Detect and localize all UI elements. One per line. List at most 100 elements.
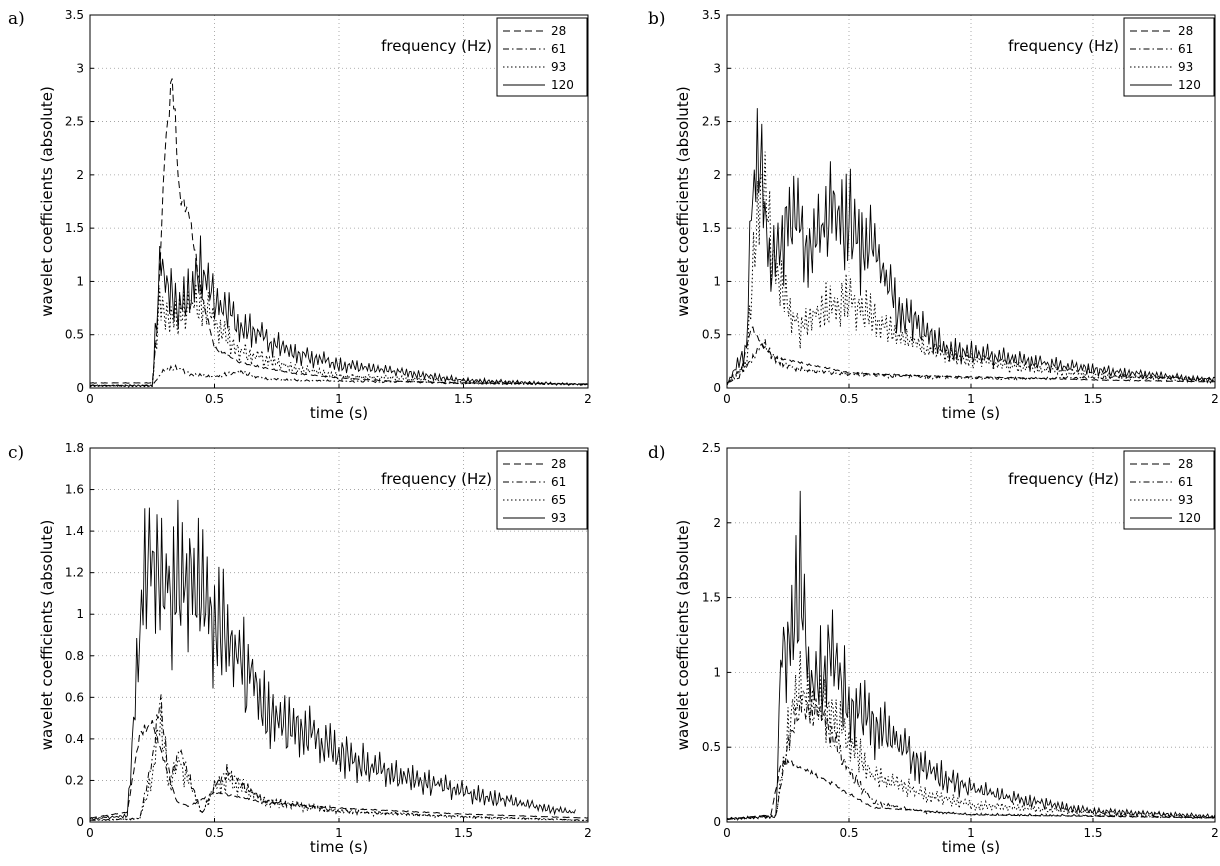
x-tick-label: 2 [1211, 826, 1219, 840]
legend-label-28: 28 [551, 457, 566, 471]
y-tick-label: 1 [713, 665, 721, 679]
series-line-61 [726, 695, 1216, 821]
x-tick-label: 0.5 [205, 392, 224, 406]
series-line-93 [89, 283, 589, 388]
x-tick-label: 0 [723, 826, 731, 840]
legend-label-120: 120 [551, 78, 574, 92]
legend-label-61: 61 [1178, 42, 1193, 56]
series-line-61 [726, 339, 1216, 385]
legend-title: frequency (Hz) [381, 37, 492, 55]
y-tick-label: 0.2 [65, 773, 84, 787]
x-axis-label: time (s) [310, 838, 368, 856]
y-tick-label: 0.5 [702, 328, 721, 342]
y-tick-label: 3.5 [702, 8, 721, 22]
x-tick-label: 0 [86, 392, 94, 406]
y-axis-label: wavelet coefficients (absolute) [38, 520, 56, 751]
y-axis-label: wavelet coefficients (absolute) [674, 86, 692, 317]
y-tick-label: 2 [76, 168, 84, 182]
chart-panel-3: 0 0.5 1 1.5 2 0 0.2 0.4 0.6 0.8 1 1.2 1.4 1.6 1.8 time … [8, 441, 592, 856]
panel-label: c) [8, 443, 24, 463]
legend-label-120: 120 [1178, 78, 1201, 92]
y-tick-label: 0.5 [702, 740, 721, 754]
y-tick-label: 2 [713, 168, 721, 182]
legend-title: frequency (Hz) [1008, 37, 1119, 55]
legend-box [496, 450, 588, 530]
y-tick-label: 1.8 [65, 441, 84, 455]
y-tick-label: 0.8 [65, 649, 84, 663]
x-tick-label: 0.5 [839, 392, 858, 406]
y-tick-label: 0 [76, 815, 84, 829]
x-tick-label: 2 [1211, 392, 1219, 406]
x-tick-label: 0 [723, 392, 731, 406]
y-tick-label: 2.5 [702, 115, 721, 129]
y-tick-label: 1 [713, 274, 721, 288]
legend-label-28: 28 [551, 24, 566, 38]
y-tick-label: 0.5 [65, 328, 84, 342]
panel-label: b) [648, 9, 666, 29]
legend-label-61: 61 [551, 475, 566, 489]
chart-panel-4: 0 0.5 1 1.5 2 0 0.5 1 1.5 2 2.5 time (s) wavelet coe… [648, 441, 1219, 856]
series-line-65 [89, 705, 589, 822]
panel-label: d) [648, 443, 666, 463]
y-tick-label: 2.5 [702, 441, 721, 455]
y-tick-label: 0.6 [65, 690, 84, 704]
legend-title: frequency (Hz) [381, 470, 492, 488]
series-line-61 [90, 364, 589, 387]
y-tick-label: 1.5 [65, 221, 84, 235]
series-line-93 [726, 151, 1216, 386]
legend-label-28: 28 [1178, 457, 1193, 471]
panel-label: a) [8, 9, 25, 29]
y-tick-label: 3 [713, 61, 721, 75]
x-tick-label: 1 [967, 392, 975, 406]
legend-label-93: 93 [1178, 60, 1193, 74]
y-tick-label: 1 [76, 274, 84, 288]
y-axis-label: wavelet coefficients (absolute) [38, 86, 56, 317]
x-tick-label: 1 [335, 392, 343, 406]
series-line-120 [726, 490, 1216, 820]
y-tick-label: 1.6 [65, 483, 84, 497]
x-tick-label: 2 [584, 392, 592, 406]
y-tick-label: 3.5 [65, 8, 84, 22]
legend-label-28: 28 [1178, 24, 1193, 38]
y-axis-label: wavelet coefficients (absolute) [674, 520, 692, 751]
series-line-120 [89, 235, 589, 387]
x-tick-label: 1.5 [454, 392, 473, 406]
y-tick-label: 0 [713, 815, 721, 829]
series-line-120 [726, 108, 1215, 386]
y-tick-label: 1.4 [65, 524, 84, 538]
legend-label-61: 61 [551, 42, 566, 56]
legend-label-65: 65 [551, 493, 566, 507]
x-tick-label: 1.5 [1083, 392, 1102, 406]
series-line-61 [89, 694, 589, 821]
x-tick-label: 0.5 [839, 826, 858, 840]
y-tick-label: 1.2 [65, 566, 84, 580]
x-tick-label: 0 [86, 826, 94, 840]
x-axis-label: time (s) [942, 404, 1000, 422]
series-line-28 [726, 326, 1216, 384]
y-tick-label: 0.4 [65, 732, 84, 746]
x-tick-label: 0.5 [205, 826, 224, 840]
x-tick-label: 1.5 [454, 826, 473, 840]
y-tick-label: 2.5 [65, 115, 84, 129]
y-tick-label: 1.5 [702, 221, 721, 235]
legend-label-93: 93 [1178, 493, 1193, 507]
y-tick-label: 0 [76, 381, 84, 395]
series-line-28 [89, 720, 589, 819]
chart-panel-2: 0 0.5 1 1.5 2 0 0.5 1 1.5 2 2.5 3 3.5 time (s) wavelet… [648, 8, 1219, 422]
y-tick-label: 1 [76, 607, 84, 621]
x-tick-label: 2 [584, 826, 592, 840]
legend-label-61: 61 [1178, 475, 1193, 489]
x-tick-label: 1 [967, 826, 975, 840]
y-tick-label: 3 [76, 61, 84, 75]
legend-label-93: 93 [551, 60, 566, 74]
legend-label-93: 93 [551, 511, 566, 525]
x-tick-label: 1 [335, 826, 343, 840]
x-tick-label: 1.5 [1083, 826, 1102, 840]
legend-label-120: 120 [1178, 511, 1201, 525]
x-axis-label: time (s) [310, 404, 368, 422]
chart-panel-1: 0 0.5 1 1.5 2 0 0.5 1 1.5 2 2.5 3 3.5 time (s) wavelet… [8, 8, 592, 422]
y-tick-label: 0 [713, 381, 721, 395]
y-tick-label: 2 [713, 516, 721, 530]
y-tick-label: 1.5 [702, 591, 721, 605]
